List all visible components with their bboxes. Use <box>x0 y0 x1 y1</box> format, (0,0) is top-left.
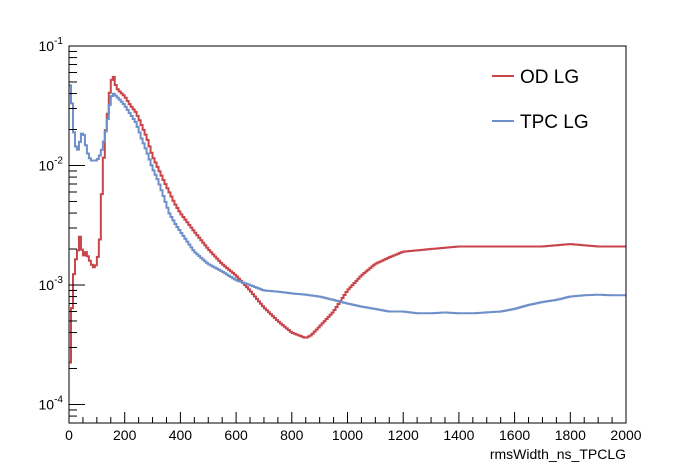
x-tick-label: 1200 <box>388 427 419 443</box>
x-tick-label: 400 <box>169 427 193 443</box>
x-tick-label: 800 <box>280 427 304 443</box>
x-axis-title: rmsWidth_ns_TPCLG <box>490 446 626 462</box>
x-tick-label: 200 <box>113 427 137 443</box>
x-tick-label: 2000 <box>610 427 641 443</box>
series-line-tpc-lg <box>69 84 626 315</box>
y-axis: 10-4 10-3 10-2 10-1 <box>39 36 85 424</box>
y-tick-label: 10-4 <box>39 394 64 412</box>
series-line-od-lg <box>69 75 626 364</box>
legend-label: TPC LG <box>520 112 589 133</box>
legend-label: OD LG <box>520 67 579 88</box>
x-tick-label: 1800 <box>555 427 586 443</box>
x-tick-label: 1000 <box>332 427 363 443</box>
x-tick-label: 600 <box>224 427 248 443</box>
series-layer <box>69 75 626 364</box>
x-tick-label: 1400 <box>443 427 474 443</box>
x-tick-label: 1600 <box>499 427 530 443</box>
legend: OD LG TPC LG <box>492 67 589 133</box>
y-tick-label: 10-3 <box>39 275 64 293</box>
x-axis: 0 200 400 600 800 1000 1200 1400 1600 1800 2000 <box>65 412 642 443</box>
x-tick-label: 0 <box>65 427 73 443</box>
y-tick-label: 10-2 <box>39 155 64 173</box>
y-tick-label: 10-1 <box>39 36 64 54</box>
